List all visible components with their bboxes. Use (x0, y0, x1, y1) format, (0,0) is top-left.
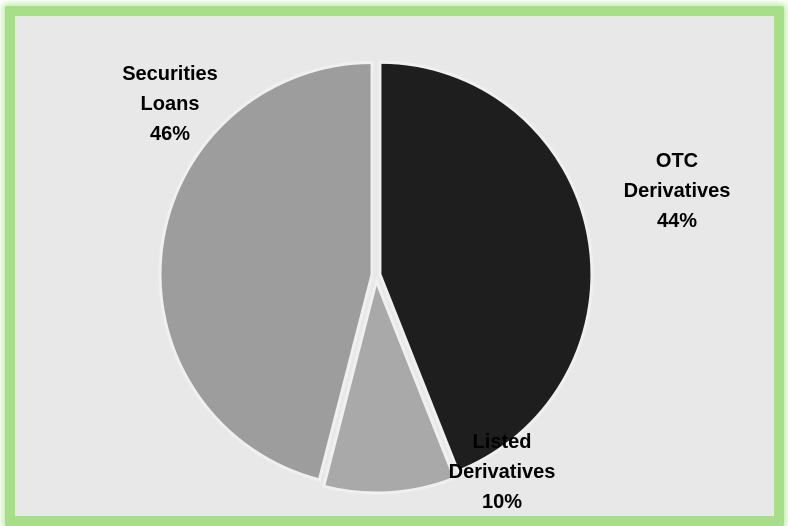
pie-label-percent: 46% (150, 123, 190, 145)
pie-label-otc-derivatives: OTC Derivatives 44% (624, 150, 731, 232)
pie-label-text: OTC (656, 150, 698, 172)
pie-slices (158, 60, 594, 495)
pie-label-text: Listed (473, 431, 532, 453)
pie-label-text: Loans (141, 93, 200, 115)
pie-label-listed-derivatives: Listed Derivatives 10% (449, 431, 556, 513)
pie-label-text: Securities (122, 63, 218, 85)
pie-slice-otc-derivatives (378, 60, 594, 474)
pie-labels: OTC Derivatives 44% Listed Derivatives 10% Sec… (122, 63, 730, 513)
pie-label-percent: 10% (482, 491, 522, 513)
pie-slice-listed-derivatives (321, 276, 457, 495)
pie-label-securities-loans: Securities Loans 46% (122, 63, 218, 145)
pie-slice-securities-loans (158, 60, 374, 482)
pie-label-text: Derivatives (624, 180, 731, 202)
pie-label-percent: 44% (657, 210, 697, 232)
pie-label-text: Derivatives (449, 461, 556, 483)
